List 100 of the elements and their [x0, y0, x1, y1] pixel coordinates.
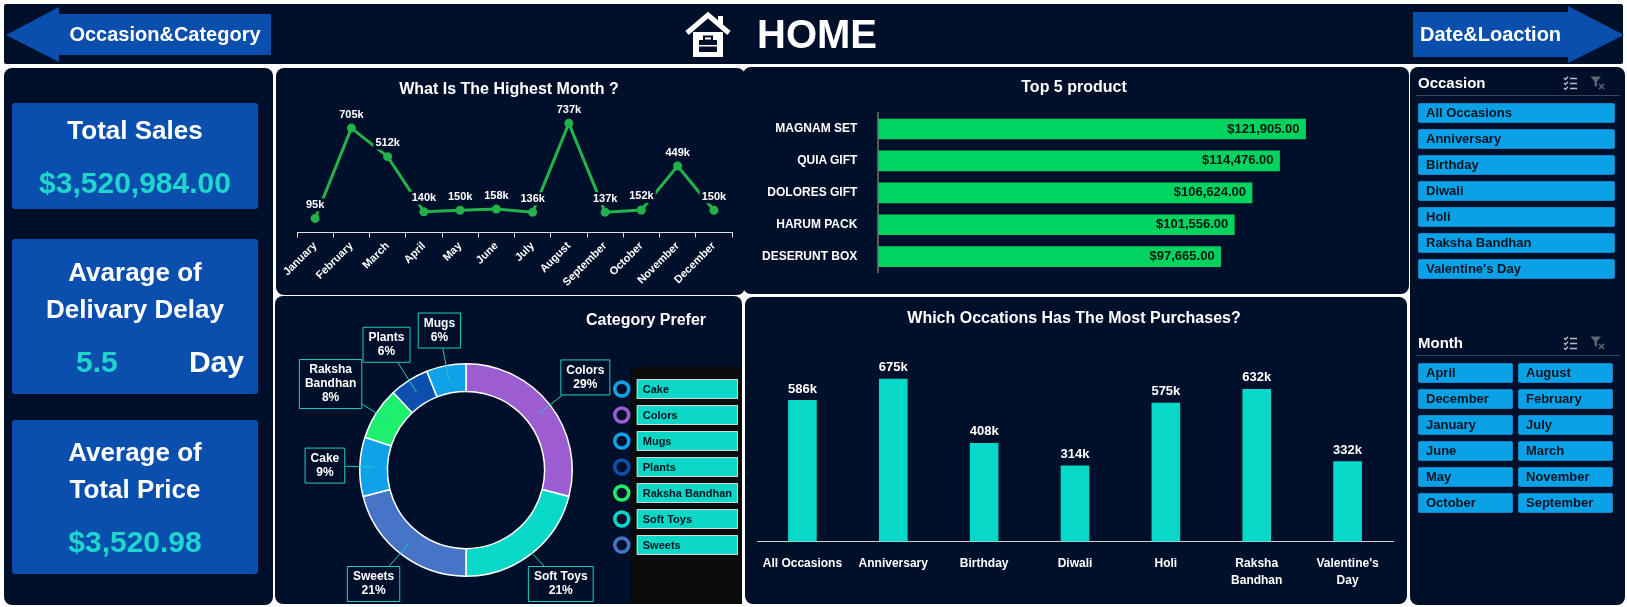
bar — [1242, 389, 1272, 542]
filter-button: April — [1418, 363, 1513, 383]
bar — [1151, 402, 1181, 542]
filter-button: June — [1418, 441, 1513, 461]
data-label: $101,556.00 — [1155, 216, 1229, 232]
data-label: 408k — [969, 423, 1000, 439]
bar — [878, 246, 1221, 267]
data-label: $121,905.00 — [1227, 120, 1300, 136]
text: Total Sales — [67, 113, 203, 147]
x-tick-label: Anniversary — [858, 556, 929, 571]
chart-title: Which Occations Has The Most Purchases? — [907, 309, 1241, 327]
text: Day — [188, 343, 244, 380]
x-tick-label: Diwali — [1057, 556, 1093, 571]
data-label: 586k — [787, 380, 818, 396]
data-label: 136k — [520, 191, 546, 204]
point — [346, 123, 356, 133]
data-label: 332k — [1333, 441, 1363, 457]
legend-label: Colors — [642, 409, 678, 422]
point — [310, 213, 320, 223]
bar — [878, 214, 1235, 236]
text: Occasion — [1418, 73, 1486, 93]
data-label: 158k — [484, 188, 510, 201]
y-tick-label: HARUM PACK — [776, 217, 858, 232]
chart-title: Category Prefer — [585, 311, 707, 329]
point — [709, 205, 719, 215]
data-label: 8% — [321, 390, 340, 405]
y-tick-label: DOLORES GIFT — [767, 185, 859, 200]
filter-button: Anniversary — [1418, 129, 1615, 149]
x-tick-label: All Occasions — [762, 556, 843, 571]
data-label: 449k — [665, 145, 691, 158]
data-label: $106,624.00 — [1173, 184, 1247, 200]
y-tick-label: DESERUNT BOX — [762, 248, 858, 263]
text: Occasion&Category — [68, 22, 262, 47]
text: Avarage of Delivary Delay — [45, 255, 225, 326]
slice-label: Plants — [368, 330, 405, 345]
point — [673, 161, 683, 171]
data-label: 675k — [878, 359, 909, 375]
filter-button: October — [1418, 493, 1513, 513]
data-label: 6% — [430, 329, 449, 344]
slice-label: Mugs — [423, 315, 456, 330]
x-tick-label: Birthday — [959, 556, 1009, 571]
text: $3,520.98 — [68, 524, 202, 560]
point — [419, 207, 429, 217]
bar — [878, 118, 1306, 140]
filter-button: May — [1418, 467, 1513, 487]
data-label: $114,476.00 — [1201, 152, 1274, 168]
data-label: 140k — [411, 191, 437, 204]
chart-title: Top 5 product — [1021, 78, 1128, 96]
chart-title: What Is The Highest Month ? — [399, 80, 619, 98]
bar — [878, 182, 1253, 204]
point — [564, 118, 574, 128]
filter-button: All Occasions — [1418, 103, 1615, 123]
data-label: $97,665.00 — [1149, 248, 1215, 264]
bar — [788, 400, 817, 542]
filter-button: December — [1418, 389, 1513, 409]
filter-button: Valentine's Day — [1418, 259, 1615, 279]
data-label: 152k — [629, 189, 655, 202]
point — [455, 205, 465, 215]
filter-button: November — [1518, 467, 1613, 487]
text: $3,520,984.00 — [39, 164, 231, 201]
data-label: 137k — [592, 191, 619, 204]
legend-label: Sweets — [642, 539, 681, 552]
data-label: 150k — [701, 189, 727, 202]
bar — [1060, 465, 1090, 542]
legend-label: Soft Toys — [642, 513, 693, 526]
data-label: 575k — [1151, 383, 1182, 399]
filter-button: July — [1518, 415, 1613, 435]
text: Date&Loaction — [1418, 22, 1563, 47]
data-label: 314k — [1060, 445, 1091, 461]
text: Month — [1418, 333, 1463, 353]
filter-button: Holi — [1418, 207, 1615, 227]
x-tick-label: Holi — [1154, 556, 1178, 571]
point — [528, 207, 538, 217]
slice-label: Soft Toys — [533, 569, 588, 584]
filter-button: Raksha Bandhan — [1418, 233, 1615, 253]
data-label: 737k — [556, 102, 582, 115]
legend-label: Raksha Bandhan — [642, 487, 733, 500]
y-tick-label: QUIA GIFT — [797, 153, 859, 168]
data-label: 21% — [548, 583, 574, 598]
filter-button: March — [1518, 441, 1613, 461]
filter-button: September — [1518, 493, 1613, 513]
data-label: 512k — [375, 136, 401, 149]
data-label: 29% — [573, 376, 598, 391]
text: HOME — [757, 11, 877, 58]
legend-label: Plants — [642, 461, 676, 474]
x-tick-label: Valentine's Day — [1316, 556, 1379, 587]
slice-label: Colors — [566, 362, 605, 377]
data-label: 632k — [1242, 369, 1272, 385]
legend-label: Mugs — [642, 435, 672, 448]
point — [636, 205, 646, 215]
filter-button: January — [1418, 415, 1513, 435]
data-label: 95k — [305, 197, 326, 210]
point — [491, 204, 501, 214]
filter-button: Birthday — [1418, 155, 1615, 175]
legend-label: Cake — [642, 383, 670, 396]
text: Average of Total Price — [67, 436, 203, 506]
bar — [878, 150, 1280, 172]
slice-label: Raksha Bandhan — [304, 362, 357, 391]
bar — [1333, 461, 1362, 542]
text: 5.5 — [76, 343, 118, 380]
